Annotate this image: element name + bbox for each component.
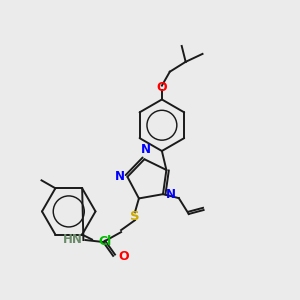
Text: O: O [157, 81, 167, 94]
Text: N: N [166, 188, 176, 201]
Text: HN: HN [63, 232, 82, 245]
Text: O: O [118, 250, 129, 263]
Text: N: N [140, 143, 150, 156]
Text: Cl: Cl [98, 235, 111, 248]
Text: S: S [130, 210, 140, 223]
Text: N: N [114, 170, 124, 183]
